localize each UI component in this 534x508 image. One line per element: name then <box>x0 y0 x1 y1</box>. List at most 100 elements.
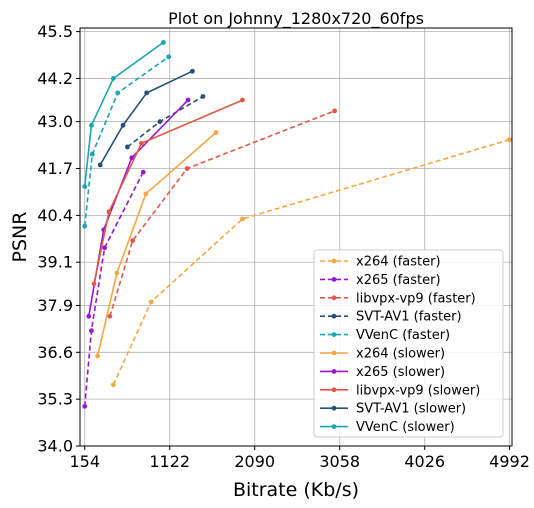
y-tick-label: 43.0 <box>37 112 73 131</box>
legend-swatch-marker <box>331 405 337 411</box>
data-point <box>120 122 126 128</box>
legend-item: libvpx-vp9 (slower) <box>320 383 480 398</box>
series-layer <box>82 40 512 409</box>
data-point <box>86 313 92 319</box>
series-vvenc-faster <box>82 54 172 229</box>
data-point <box>185 97 191 103</box>
data-point <box>114 270 120 276</box>
data-point <box>82 184 88 189</box>
y-tick-label: 41.7 <box>37 159 73 178</box>
series-line <box>83 41 164 187</box>
y-tick-label: 40.4 <box>37 206 73 225</box>
data-point <box>110 382 116 388</box>
x-tick-label: 2090 <box>234 452 275 471</box>
legend-swatch-marker <box>331 313 337 319</box>
data-point <box>148 299 154 305</box>
data-point <box>139 140 144 146</box>
legend-item: x265 (slower) <box>320 365 445 380</box>
plot-frame <box>79 27 513 447</box>
data-point <box>240 97 245 103</box>
data-point <box>506 137 512 143</box>
data-point <box>332 108 338 114</box>
y-tick-label: 35.3 <box>37 390 73 409</box>
series-svt-av1-faster <box>125 94 206 150</box>
series-line <box>96 131 217 357</box>
series-x264-faster <box>110 137 512 388</box>
legend-label: x265 (faster) <box>356 273 441 288</box>
data-point <box>110 76 116 81</box>
data-point <box>107 313 113 319</box>
legend-label: SVT-AV1 (slower) <box>356 402 466 417</box>
legend-swatch-marker <box>331 295 337 301</box>
x-tick-label: 4026 <box>404 452 445 471</box>
data-point <box>184 166 190 171</box>
legend-swatch-marker <box>331 387 337 393</box>
legend-item: SVT-AV1 (slower) <box>320 402 466 417</box>
data-point <box>200 94 206 99</box>
legend-label: VVenC (slower) <box>356 420 455 435</box>
data-point <box>157 119 163 125</box>
ticks: 154 1122 2090 3058 4026 4992 34.0 35.3 36.6 37.9 3… <box>37 22 530 471</box>
legend-label: libvpx-vp9 (slower) <box>356 383 480 398</box>
data-point <box>82 223 88 229</box>
legend-item: VVenC (faster) <box>320 328 450 343</box>
series-line <box>99 70 193 166</box>
data-point <box>82 403 88 409</box>
series-line <box>112 138 510 386</box>
series-libvpx-vp9-slower <box>91 97 245 287</box>
data-point <box>129 155 135 161</box>
data-point <box>166 54 172 60</box>
y-tick-label: 39.1 <box>37 253 73 272</box>
series-x264-slower <box>95 130 219 359</box>
series-line <box>83 171 144 407</box>
data-point <box>130 238 136 244</box>
data-point <box>102 245 107 251</box>
series-line <box>88 99 189 317</box>
data-point <box>115 90 121 96</box>
y-tick-label: 37.9 <box>37 296 73 315</box>
series-line <box>93 99 243 284</box>
legend-item: SVT-AV1 (faster) <box>320 310 462 325</box>
data-point <box>95 353 100 359</box>
data-point <box>144 90 150 96</box>
chart-title: Plot on Johnny_1280x720_60fps <box>168 9 424 29</box>
data-point <box>161 40 166 45</box>
data-point <box>143 191 149 197</box>
legend-item: libvpx-vp9 (faster) <box>320 291 476 306</box>
x-tick-label: 1122 <box>149 452 190 471</box>
data-point <box>89 328 94 334</box>
x-axis-label: Bitrate (Kb/s) <box>233 479 359 501</box>
legend-swatch-marker <box>331 258 337 264</box>
series-libvpx-vp9-faster <box>107 108 338 319</box>
legend-label: x264 (faster) <box>356 255 441 270</box>
data-point <box>140 169 146 175</box>
series-vvenc-slower <box>82 40 166 189</box>
data-point <box>97 162 103 168</box>
legend-swatch-marker <box>331 424 337 429</box>
legend-label: SVT-AV1 (faster) <box>356 310 462 325</box>
grid <box>80 28 512 447</box>
legend-item: x264 (slower) <box>320 347 445 362</box>
y-tick-label: 34.0 <box>37 437 73 456</box>
legend-box <box>313 249 504 438</box>
data-point <box>125 144 130 150</box>
legend-label: libvpx-vp9 (faster) <box>356 291 476 306</box>
x-tick-label: 3058 <box>319 452 360 471</box>
y-tick-label: 45.5 <box>37 22 73 41</box>
legend: x264 (faster) x265 (faster) libvpx-vp9 (fa… <box>313 249 504 438</box>
data-point <box>240 216 245 222</box>
legend-label: VVenC (faster) <box>356 328 450 343</box>
legend-label: x264 (slower) <box>356 347 445 362</box>
data-point <box>89 151 95 157</box>
data-point <box>106 209 112 215</box>
legend-swatch-marker <box>331 350 337 356</box>
legend-label: x265 (slower) <box>356 365 445 380</box>
data-point <box>89 122 94 128</box>
legend-swatch-marker <box>331 332 337 337</box>
legend-item: VVenC (slower) <box>320 420 455 435</box>
data-point <box>189 68 195 74</box>
data-point <box>213 130 219 135</box>
legend-swatch-marker <box>331 277 337 282</box>
y-axis-label: PSNR <box>9 212 31 263</box>
